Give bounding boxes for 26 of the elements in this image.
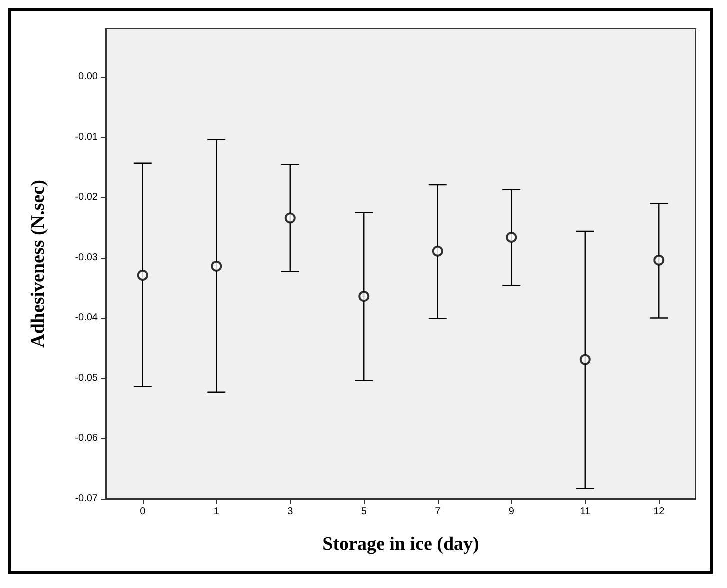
x-tick-label: 7 — [435, 506, 442, 518]
x-tick-label: 3 — [288, 506, 294, 518]
x-tick-label: 11 — [580, 506, 591, 518]
point — [284, 212, 296, 224]
point — [580, 354, 591, 366]
y-tick-label: 0.00 — [78, 72, 98, 83]
x-axis-title: Storage in ice (day) — [322, 534, 480, 555]
x-tick-label: 12 — [654, 506, 666, 518]
point — [137, 270, 148, 281]
y-tick-label: -0.02 — [75, 192, 98, 204]
point — [654, 254, 665, 266]
y-tick-label: -0.07 — [75, 494, 98, 504]
point — [358, 291, 370, 302]
point — [211, 260, 222, 272]
x-tick-label: 1 — [214, 506, 220, 518]
y-tick-label: -0.05 — [75, 372, 98, 384]
point — [432, 246, 444, 257]
x-tick-label: 9 — [508, 506, 515, 518]
x-tick-label: 5 — [361, 506, 368, 518]
y-tick-label: -0.04 — [75, 312, 98, 324]
y-tick-label: -0.06 — [75, 433, 98, 444]
y-tick-label: -0.03 — [75, 252, 98, 264]
point — [506, 232, 518, 243]
y-axis-title: Adhesiveness (N.sec) — [28, 180, 49, 348]
x-tick-label: 0 — [140, 506, 146, 518]
y-tick-label: -0.01 — [75, 132, 98, 143]
